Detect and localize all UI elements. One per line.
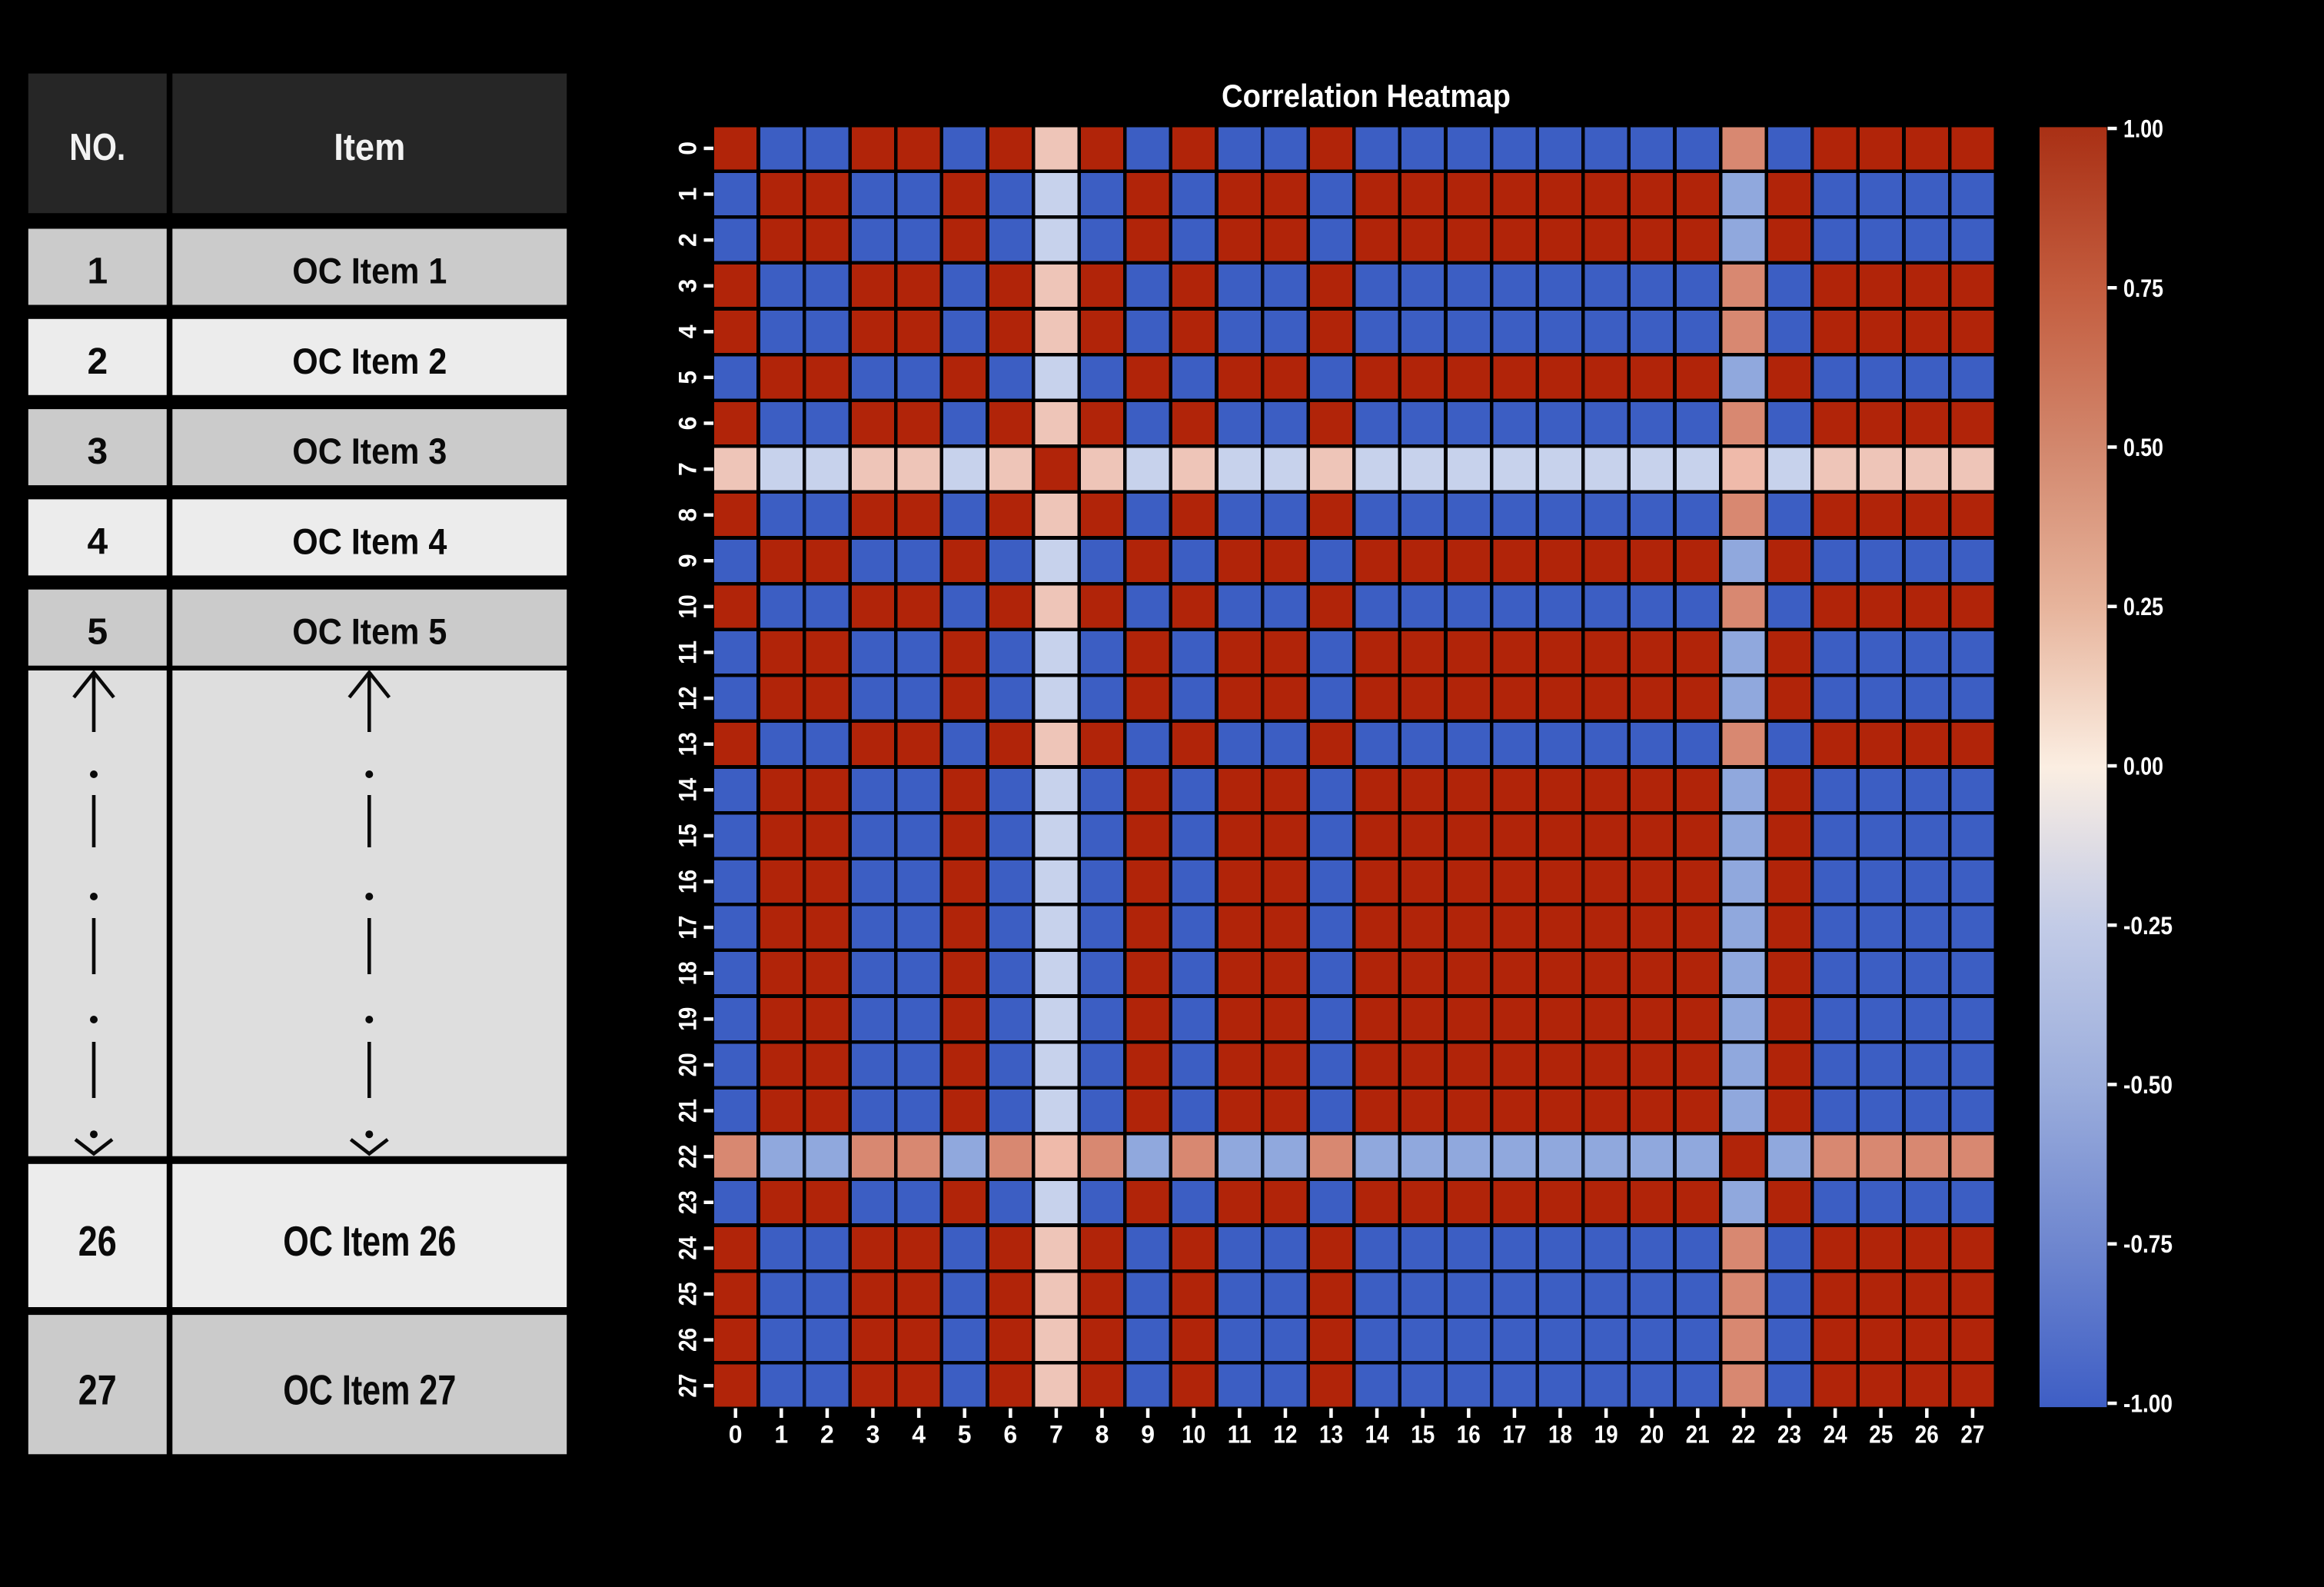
svg-text:OC Item 5: OC Item 5 [292, 611, 447, 652]
svg-text:12: 12 [1273, 1421, 1297, 1449]
svg-text:27: 27 [674, 1374, 702, 1398]
svg-text:1: 1 [674, 188, 702, 201]
svg-text:8: 8 [674, 508, 702, 522]
svg-text:27: 27 [1960, 1421, 1984, 1449]
svg-text:OC Item 2: OC Item 2 [292, 341, 447, 381]
svg-text:18: 18 [674, 961, 702, 985]
svg-text:21: 21 [674, 1099, 702, 1123]
svg-text:19: 19 [1594, 1421, 1618, 1449]
svg-text:16: 16 [674, 870, 702, 893]
svg-text:1.00: 1.00 [2123, 115, 2163, 143]
svg-text:OC Item 27: OC Item 27 [283, 1366, 456, 1414]
svg-text:4: 4 [674, 324, 702, 338]
svg-text:16: 16 [1457, 1421, 1481, 1449]
svg-text:2: 2 [674, 233, 702, 247]
svg-text:26: 26 [674, 1328, 702, 1352]
svg-text:11: 11 [1228, 1421, 1252, 1449]
svg-text:0: 0 [674, 141, 702, 155]
svg-text:10: 10 [1182, 1421, 1205, 1449]
svg-text:4: 4 [87, 521, 108, 562]
svg-text:OC Item 4: OC Item 4 [292, 521, 447, 561]
svg-text:OC Item 3: OC Item 3 [292, 431, 447, 471]
svg-text:9: 9 [1141, 1421, 1155, 1449]
svg-text:2: 2 [820, 1421, 834, 1449]
svg-text:15: 15 [674, 823, 702, 847]
svg-text:20: 20 [674, 1053, 702, 1076]
svg-text:10: 10 [674, 594, 702, 618]
svg-text:7: 7 [674, 462, 702, 476]
svg-text:25: 25 [1869, 1421, 1893, 1449]
svg-text:-0.50: -0.50 [2123, 1071, 2173, 1099]
svg-text:13: 13 [674, 732, 702, 756]
svg-text:0.50: 0.50 [2123, 434, 2163, 461]
svg-text:9: 9 [674, 554, 702, 567]
svg-text:-0.25: -0.25 [2123, 912, 2173, 940]
svg-text:2: 2 [87, 341, 108, 382]
svg-text:8: 8 [1096, 1421, 1109, 1449]
svg-text:3: 3 [87, 431, 108, 472]
svg-text:5: 5 [87, 612, 108, 653]
svg-text:7: 7 [1049, 1421, 1063, 1449]
svg-text:5: 5 [958, 1421, 972, 1449]
svg-text:23: 23 [674, 1190, 702, 1214]
svg-text:5: 5 [674, 371, 702, 384]
svg-text:23: 23 [1777, 1421, 1801, 1449]
svg-text:26: 26 [78, 1217, 117, 1265]
svg-text:13: 13 [1319, 1421, 1343, 1449]
svg-text:14: 14 [1365, 1421, 1389, 1449]
svg-text:22: 22 [1731, 1421, 1755, 1449]
svg-text:0.25: 0.25 [2123, 593, 2163, 620]
svg-text:Item: Item [334, 127, 405, 168]
svg-text:17: 17 [1502, 1421, 1526, 1449]
svg-text:3: 3 [866, 1421, 880, 1449]
svg-text:OC Item 26: OC Item 26 [283, 1217, 456, 1265]
svg-text:1: 1 [774, 1421, 788, 1449]
svg-text:14: 14 [674, 778, 702, 802]
svg-text:22: 22 [674, 1145, 702, 1169]
svg-text:0.75: 0.75 [2123, 274, 2163, 302]
svg-text:3: 3 [674, 279, 702, 293]
svg-text:4: 4 [912, 1421, 926, 1449]
svg-text:26: 26 [1915, 1421, 1939, 1449]
svg-text:27: 27 [78, 1366, 117, 1414]
svg-text:18: 18 [1548, 1421, 1572, 1449]
svg-text:-0.75: -0.75 [2123, 1230, 2173, 1258]
svg-text:1: 1 [87, 251, 108, 292]
svg-text:0.00: 0.00 [2123, 753, 2163, 780]
svg-text:19: 19 [674, 1007, 702, 1031]
svg-text:0: 0 [729, 1421, 743, 1449]
svg-text:12: 12 [674, 687, 702, 710]
svg-text:-1.00: -1.00 [2123, 1390, 2173, 1418]
svg-text:17: 17 [674, 916, 702, 940]
svg-text:24: 24 [1824, 1421, 1847, 1449]
svg-text:24: 24 [674, 1236, 702, 1260]
svg-text:Correlation Heatmap: Correlation Heatmap [1222, 78, 1511, 114]
svg-text:25: 25 [674, 1282, 702, 1306]
svg-text:11: 11 [674, 640, 702, 664]
svg-text:6: 6 [1003, 1421, 1017, 1449]
svg-text:20: 20 [1640, 1421, 1664, 1449]
svg-text:15: 15 [1411, 1421, 1435, 1449]
svg-text:OC Item 1: OC Item 1 [292, 251, 447, 291]
svg-text:6: 6 [674, 417, 702, 431]
svg-text:21: 21 [1686, 1421, 1710, 1449]
svg-text:NO.: NO. [69, 127, 125, 168]
